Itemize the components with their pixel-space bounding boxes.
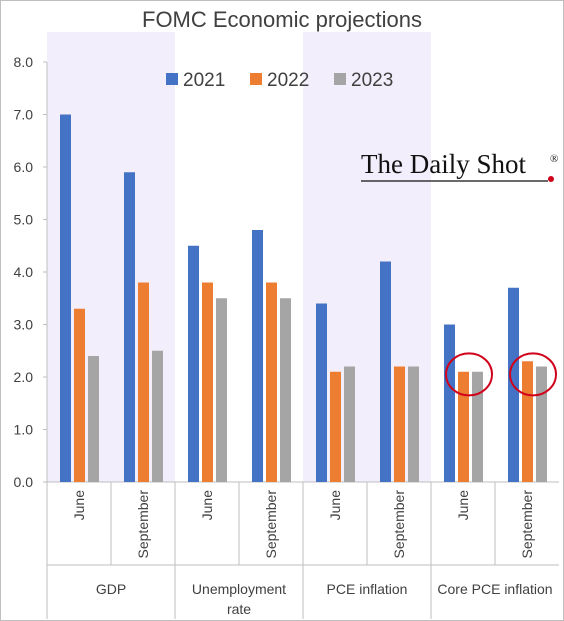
bar-2021: [316, 303, 327, 482]
y-tick-label: 4.0: [14, 264, 34, 280]
source-logo: The Daily Shot ®: [361, 149, 558, 182]
bar-2022: [522, 361, 533, 482]
legend: 2021 2022 2023: [166, 70, 393, 91]
category-label: June: [327, 490, 343, 521]
category-labels: June September GDP June September Unemploymen…: [71, 490, 553, 617]
bar-2022: [74, 308, 85, 482]
highlight-circles: [445, 352, 557, 397]
category-label: September: [263, 490, 279, 559]
y-tick-label: 5.0: [14, 212, 34, 228]
bar-2021: [60, 114, 71, 482]
y-tick-label: 2.0: [14, 369, 34, 385]
bar-2021: [188, 245, 199, 482]
category-label: September: [519, 490, 535, 559]
group-label: Core PCE inflation: [437, 581, 552, 597]
group-label: rate: [227, 601, 251, 617]
y-tick-label: 8.0: [14, 54, 34, 70]
bar-2023: [344, 366, 355, 482]
legend-swatch-2021: [166, 73, 178, 85]
category-label: September: [391, 490, 407, 559]
legend-swatch-2023: [334, 73, 346, 85]
legend-label-2021: 2021: [183, 70, 225, 91]
bar-2021: [444, 324, 455, 482]
bar-2021: [380, 261, 391, 482]
bar-2022: [458, 371, 469, 482]
bar-2021: [252, 230, 263, 482]
logo-registered-mark: ®: [550, 153, 558, 165]
bar-2023: [216, 298, 227, 482]
bar-2022: [394, 366, 405, 482]
bar-2023: [280, 298, 291, 482]
y-tick-label: 6.0: [14, 159, 34, 175]
bar-2021: [124, 172, 135, 482]
bar-2023: [472, 371, 483, 482]
bar-2023: [152, 350, 163, 482]
legend-label-2023: 2023: [351, 70, 393, 91]
bar-2022: [266, 282, 277, 482]
axes: 0.0 1.0 2.0 3.0 4.0 5.0 6.0 7.0 8.0: [14, 54, 559, 619]
group-label: GDP: [96, 581, 126, 597]
logo-red-dot: [548, 176, 554, 182]
highlight-circle: [445, 352, 493, 397]
y-tick-label: 1.0: [14, 422, 34, 438]
bar-2022: [330, 371, 341, 482]
bar-2022: [138, 282, 149, 482]
category-label: June: [455, 490, 471, 521]
highlight-circle: [509, 352, 557, 397]
y-tick-label: 0.0: [14, 474, 34, 490]
bar-2023: [536, 366, 547, 482]
y-tick-label: 7.0: [14, 107, 34, 123]
category-label: June: [199, 490, 215, 521]
legend-label-2022: 2022: [267, 70, 309, 91]
bar-2022: [202, 282, 213, 482]
legend-swatch-2022: [250, 73, 262, 85]
group-label: Unemployment: [192, 581, 286, 597]
bar-2023: [408, 366, 419, 482]
group-shading: [47, 32, 431, 482]
group-label: PCE inflation: [327, 581, 408, 597]
logo-text: The Daily Shot: [361, 149, 526, 179]
chart-title: FOMC Economic projections: [142, 7, 422, 32]
y-tick-label: 3.0: [14, 317, 34, 333]
category-label: June: [71, 490, 87, 521]
category-label: September: [135, 490, 151, 559]
bar-2023: [88, 356, 99, 482]
